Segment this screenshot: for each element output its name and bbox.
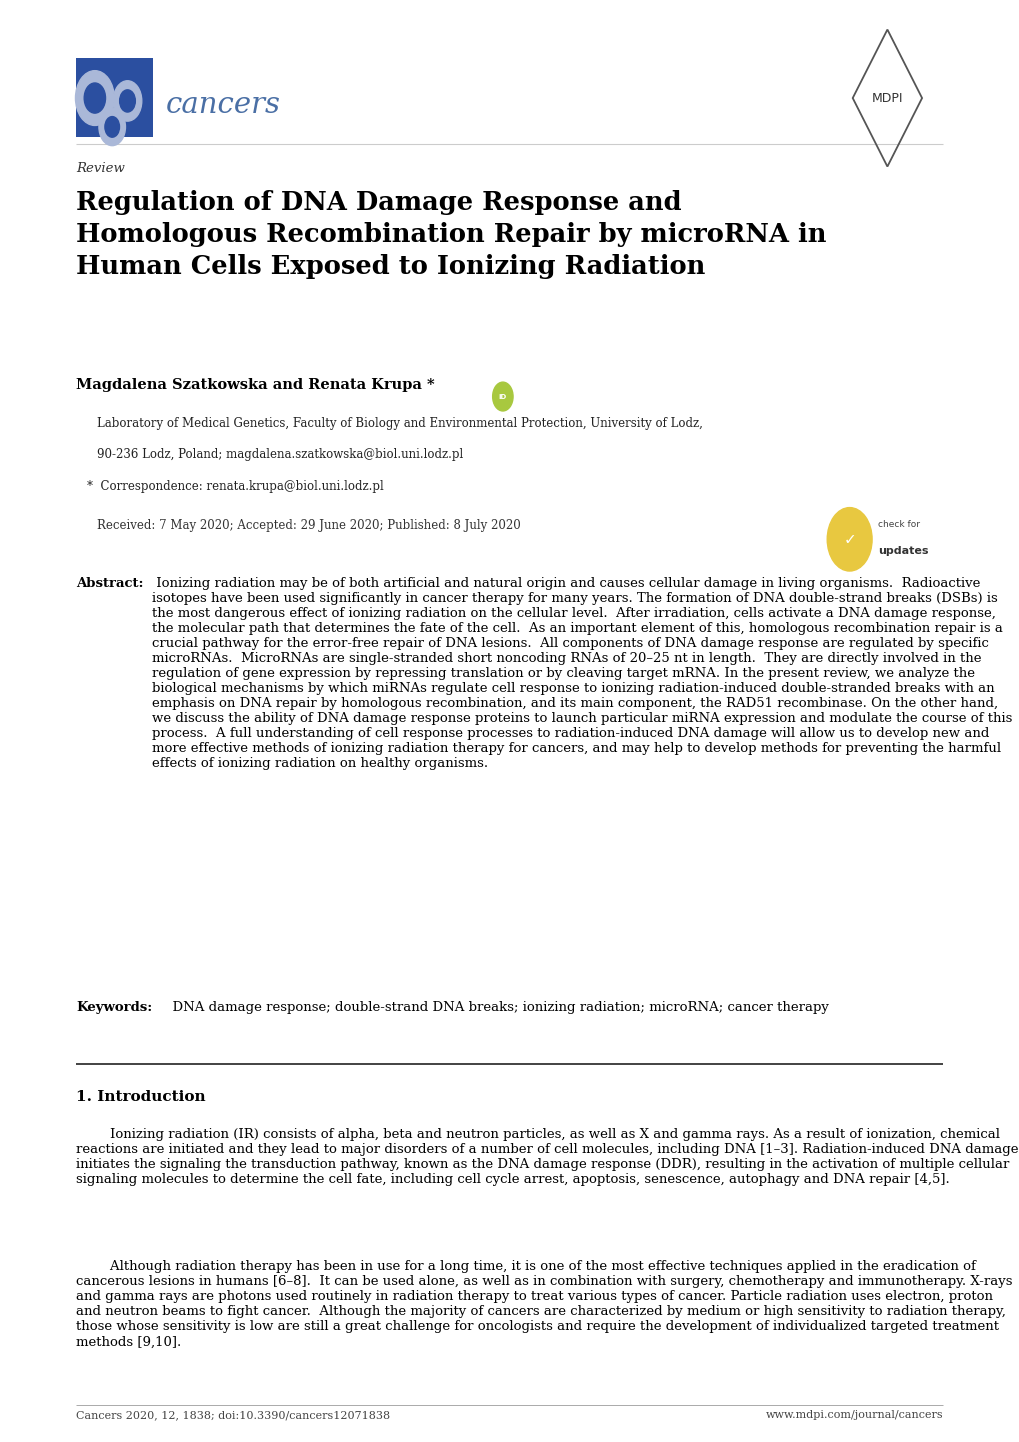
Text: Regulation of DNA Damage Response and
Homologous Recombination Repair by microRN: Regulation of DNA Damage Response and Ho… <box>76 190 826 280</box>
Circle shape <box>105 117 119 137</box>
Text: MDPI: MDPI <box>871 91 902 105</box>
Text: 1. Introduction: 1. Introduction <box>76 1090 206 1105</box>
Text: check for: check for <box>877 521 919 529</box>
Text: 90-236 Lodz, Poland; magdalena.szatkowska@biol.uni.lodz.pl: 90-236 Lodz, Poland; magdalena.szatkowsk… <box>97 448 463 461</box>
Text: Abstract:: Abstract: <box>76 577 144 590</box>
Text: Although radiation therapy has been in use for a long time, it is one of the mos: Although radiation therapy has been in u… <box>76 1260 1012 1348</box>
Circle shape <box>75 71 114 125</box>
Circle shape <box>113 81 142 121</box>
Text: DNA damage response; double-strand DNA breaks; ionizing radiation; microRNA; can: DNA damage response; double-strand DNA b… <box>164 1001 828 1014</box>
Text: cancers: cancers <box>166 91 281 120</box>
Text: Cancers 2020, 12, 1838; doi:10.3390/cancers12071838: Cancers 2020, 12, 1838; doi:10.3390/canc… <box>76 1410 390 1420</box>
FancyBboxPatch shape <box>76 58 153 137</box>
Text: Ionizing radiation (IR) consists of alpha, beta and neutron particles, as well a: Ionizing radiation (IR) consists of alph… <box>76 1128 1018 1185</box>
Circle shape <box>85 84 105 112</box>
Text: Ionizing radiation may be of both artificial and natural origin and causes cellu: Ionizing radiation may be of both artifi… <box>152 577 1012 770</box>
Text: Review: Review <box>76 162 125 174</box>
Text: updates: updates <box>877 547 928 555</box>
Text: ✓: ✓ <box>843 532 855 547</box>
Circle shape <box>99 108 125 146</box>
Text: Received: 7 May 2020; Accepted: 29 June 2020; Published: 8 July 2020: Received: 7 May 2020; Accepted: 29 June … <box>97 519 520 532</box>
Text: iD: iD <box>498 394 506 399</box>
Text: www.mdpi.com/journal/cancers: www.mdpi.com/journal/cancers <box>765 1410 943 1420</box>
Circle shape <box>492 382 513 411</box>
Text: Magdalena Szatkowska and Renata Krupa *: Magdalena Szatkowska and Renata Krupa * <box>76 378 435 392</box>
Text: *  Correspondence: renata.krupa@biol.uni.lodz.pl: * Correspondence: renata.krupa@biol.uni.… <box>87 480 383 493</box>
Text: Laboratory of Medical Genetics, Faculty of Biology and Environmental Protection,: Laboratory of Medical Genetics, Faculty … <box>97 417 702 430</box>
Text: Keywords:: Keywords: <box>76 1001 153 1014</box>
Circle shape <box>826 508 871 571</box>
Circle shape <box>119 89 136 112</box>
